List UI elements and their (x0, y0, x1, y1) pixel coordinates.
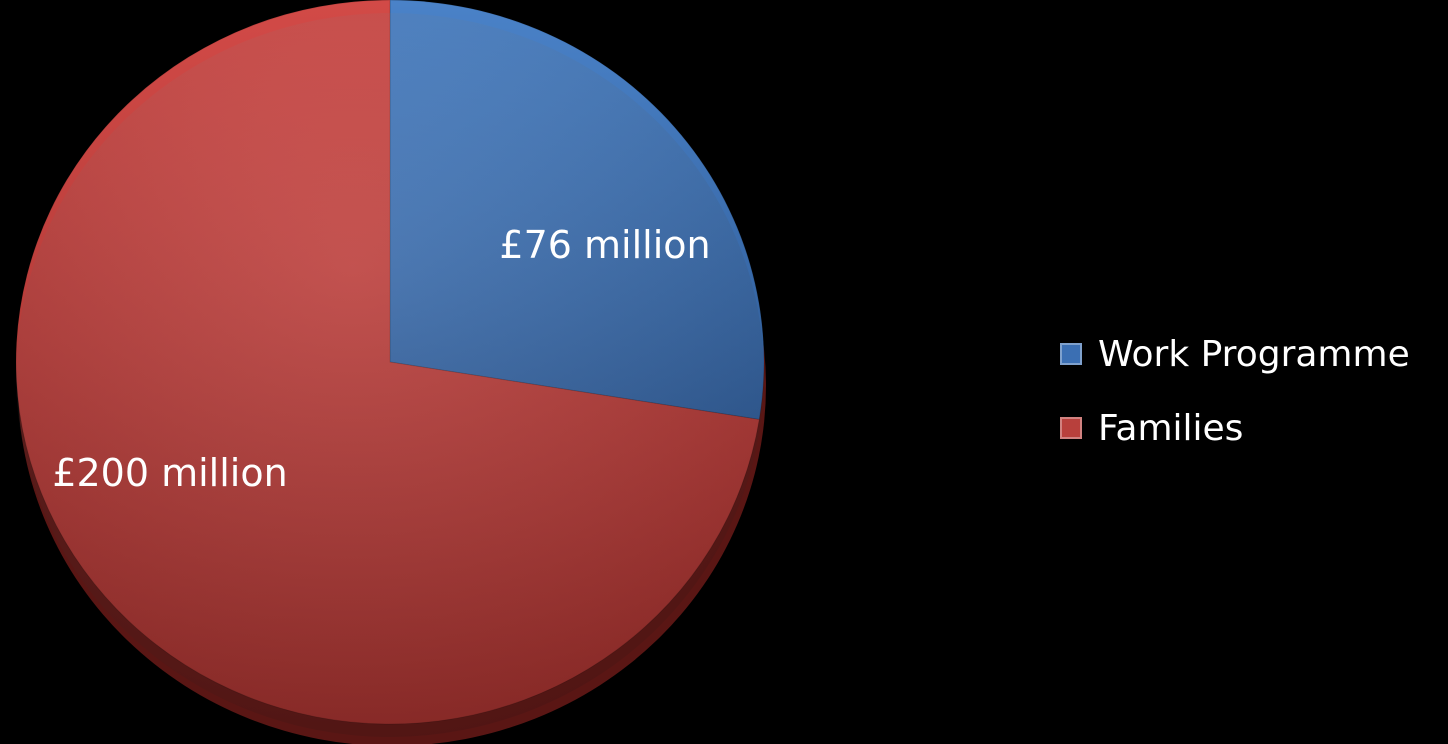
legend-swatch-red-icon (1060, 417, 1082, 439)
pie-slice-work-programme (389, 0, 765, 421)
legend-label: Work Programme (1098, 333, 1410, 375)
legend-item-families: Families (1060, 404, 1448, 452)
legend-label: Families (1098, 407, 1244, 449)
data-label-families: £200 million (52, 451, 287, 495)
pie-slices (15, 0, 765, 725)
data-label-work-programme: £76 million (499, 223, 710, 267)
legend-item-work-programme: Work Programme (1060, 330, 1448, 378)
legend-swatch-blue-icon (1060, 343, 1082, 365)
legend: Work Programme Families (1060, 330, 1448, 478)
